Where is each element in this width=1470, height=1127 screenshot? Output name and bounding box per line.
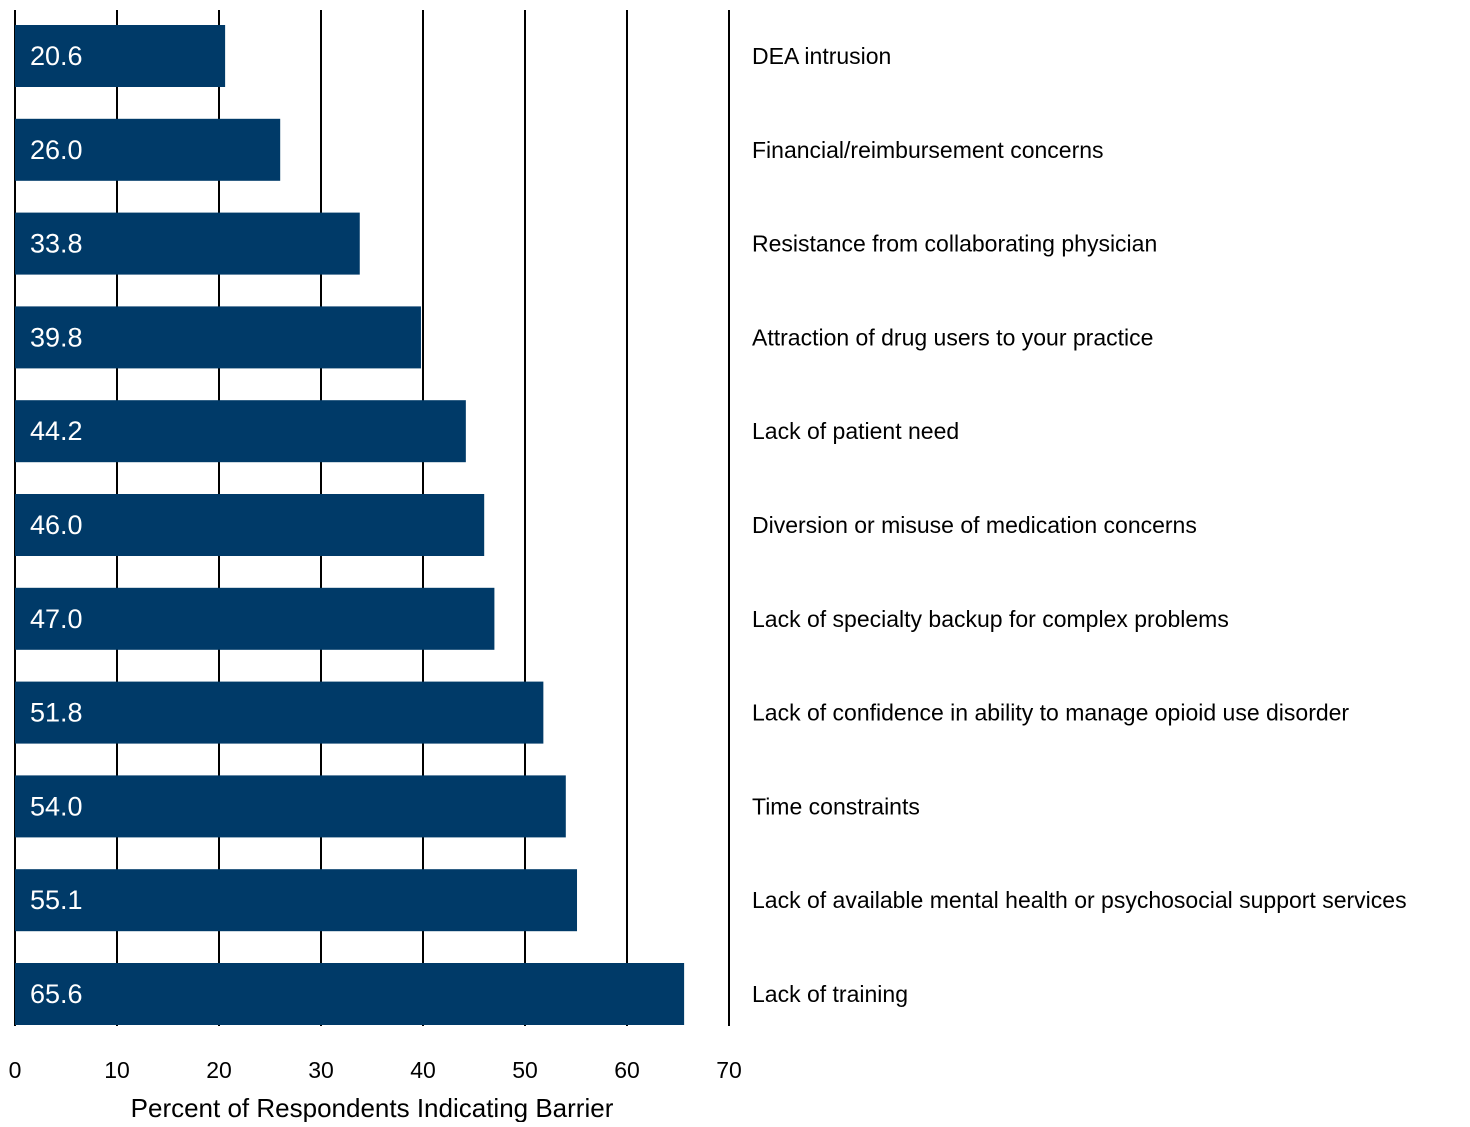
bar-value-label: 46.0	[30, 510, 83, 540]
bar	[15, 118, 281, 181]
bar-value-label: 26.0	[30, 135, 83, 165]
category-label: DEA intrusion	[752, 43, 891, 69]
x-tick-label: 40	[410, 1057, 436, 1083]
bar-value-label: 20.6	[30, 41, 83, 71]
x-axis-ticks: 0 10 20 30 40 50 60 70	[9, 1057, 742, 1083]
x-tick-label: 50	[512, 1057, 538, 1083]
x-tick-label: 70	[716, 1057, 742, 1083]
bar	[15, 25, 226, 87]
category-label: Lack of confidence in ability to manage …	[752, 700, 1349, 726]
category-label: Lack of training	[752, 981, 908, 1007]
bar	[15, 869, 578, 932]
x-tick-label: 20	[206, 1057, 232, 1083]
bar	[15, 775, 566, 838]
category-label: Time constraints	[752, 793, 920, 819]
bar-value-label: 54.0	[30, 791, 83, 821]
category-label: Lack of patient need	[752, 418, 959, 444]
x-tick-label: 10	[104, 1057, 130, 1083]
x-axis-title: Percent of Respondents Indicating Barrie…	[131, 1093, 614, 1122]
bar	[15, 494, 485, 556]
bar	[15, 306, 421, 369]
x-tick-label: 0	[9, 1057, 22, 1083]
bar	[15, 400, 466, 463]
category-label: Attraction of drug users to your practic…	[752, 324, 1153, 350]
bar-value-label: 55.1	[30, 885, 83, 915]
value-labels: 20.6 26.0 33.8 39.8 44.2 46.0 47.0 51.8 54.0 55.1…	[30, 41, 83, 1009]
bar-value-label: 33.8	[30, 229, 83, 259]
bar-value-label: 51.8	[30, 698, 83, 728]
x-tick-label: 30	[308, 1057, 334, 1083]
category-label: Resistance from collaborating physician	[752, 231, 1157, 257]
bar-value-label: 44.2	[30, 416, 83, 446]
bar	[15, 963, 685, 1025]
bar	[15, 212, 360, 275]
bar-value-label: 65.6	[30, 979, 83, 1009]
bar	[15, 587, 495, 650]
category-label: Lack of specialty backup for complex pro…	[752, 606, 1229, 632]
bar-value-label: 39.8	[30, 322, 83, 352]
bar	[15, 681, 544, 744]
category-label: Lack of available mental health or psych…	[752, 887, 1407, 913]
x-tick-label: 60	[614, 1057, 640, 1083]
bar-value-label: 47.0	[30, 604, 83, 634]
category-label: Financial/reimbursement concerns	[752, 137, 1104, 163]
category-label: Diversion or misuse of medication concer…	[752, 512, 1197, 538]
category-labels: DEA intrusion Financial/reimbursement con…	[752, 43, 1407, 1007]
bars	[15, 25, 685, 1025]
